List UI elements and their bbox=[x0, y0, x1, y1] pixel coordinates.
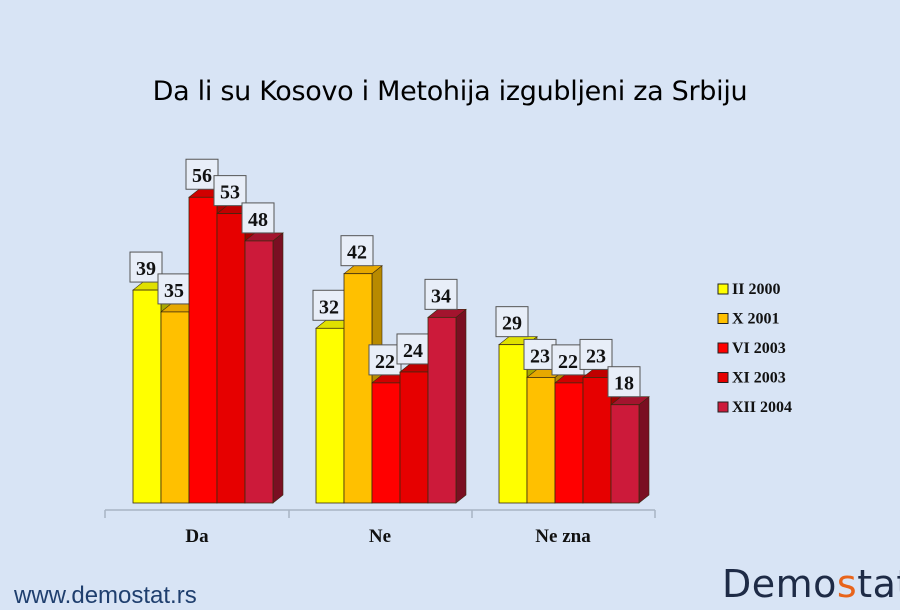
data-label: 18 bbox=[614, 373, 634, 395]
legend-swatch bbox=[717, 372, 729, 383]
bar-side bbox=[638, 396, 650, 504]
data-label-box bbox=[157, 273, 191, 305]
category-label: Ne zna bbox=[535, 526, 591, 547]
legend-swatch bbox=[717, 283, 729, 295]
legend-label: XII 2004 bbox=[732, 399, 792, 416]
bar bbox=[526, 377, 556, 504]
data-label-box bbox=[312, 289, 346, 321]
bar bbox=[427, 316, 457, 504]
data-label-box bbox=[340, 235, 374, 267]
bar-group-ne: 32 42 22 24 34 bbox=[312, 235, 467, 504]
legend-label: II 2000 bbox=[732, 281, 780, 298]
data-label-box bbox=[579, 338, 613, 370]
bar bbox=[132, 289, 162, 504]
bar bbox=[315, 327, 345, 504]
data-label: 23 bbox=[530, 345, 550, 367]
data-label-box bbox=[185, 158, 219, 190]
data-label: 22 bbox=[558, 351, 578, 373]
category-label: Da bbox=[185, 526, 209, 547]
logo-text-pre: Demo bbox=[722, 562, 837, 606]
demostat-logo: Demostat bbox=[722, 562, 900, 606]
data-label: 53 bbox=[220, 182, 240, 204]
bar bbox=[582, 377, 612, 504]
legend-swatch bbox=[717, 342, 729, 354]
data-label: 34 bbox=[431, 285, 451, 307]
logo-text-post: tat bbox=[857, 562, 900, 606]
data-label-box bbox=[607, 366, 641, 398]
legend-label: VI 2003 bbox=[732, 340, 786, 357]
data-label: 32 bbox=[319, 296, 339, 318]
bar bbox=[160, 311, 190, 504]
bar bbox=[188, 196, 218, 504]
data-label: 42 bbox=[347, 242, 367, 264]
data-label: 29 bbox=[502, 313, 522, 335]
bar-group-ne-zna: 29 23 22 23 18 bbox=[495, 306, 650, 504]
bar bbox=[399, 371, 429, 504]
bar-side bbox=[455, 308, 467, 504]
data-label-box bbox=[523, 338, 557, 370]
data-label-box bbox=[396, 333, 430, 365]
bar bbox=[371, 382, 401, 504]
legend-swatch bbox=[717, 401, 729, 413]
data-label: 39 bbox=[136, 258, 156, 280]
bar-group-da: 39 35 56 53 48 bbox=[129, 158, 284, 504]
data-label: 48 bbox=[248, 209, 268, 231]
legend: II 2000 X 2001 VI 2003 XI 2003 XII 2004 bbox=[717, 281, 792, 416]
category-label: Ne bbox=[369, 526, 391, 547]
bar bbox=[216, 213, 246, 504]
data-label-box bbox=[129, 251, 163, 283]
data-label-box bbox=[551, 344, 585, 376]
data-label-box bbox=[241, 202, 275, 234]
bar-side bbox=[272, 232, 284, 504]
legend-swatch bbox=[717, 313, 729, 324]
logo-accent: s bbox=[836, 562, 858, 606]
data-label: 56 bbox=[192, 165, 212, 187]
data-label-box bbox=[424, 278, 458, 310]
website-url: www.demostat.rs bbox=[14, 582, 197, 609]
bar bbox=[244, 240, 274, 504]
data-label-box bbox=[495, 306, 529, 338]
bar bbox=[610, 404, 640, 504]
bar bbox=[554, 382, 584, 504]
data-label: 24 bbox=[403, 340, 423, 362]
chart-title: Da li su Kosovo i Metohija izgubljeni za… bbox=[152, 76, 748, 107]
data-label: 23 bbox=[586, 345, 606, 367]
legend-label: XI 2003 bbox=[732, 370, 786, 387]
bar bbox=[343, 273, 373, 504]
bar bbox=[498, 344, 528, 504]
data-label: 22 bbox=[375, 351, 395, 373]
data-label: 35 bbox=[164, 280, 184, 302]
legend-label: X 2001 bbox=[732, 311, 780, 328]
data-label-box bbox=[213, 175, 247, 207]
data-label-box bbox=[368, 344, 402, 376]
